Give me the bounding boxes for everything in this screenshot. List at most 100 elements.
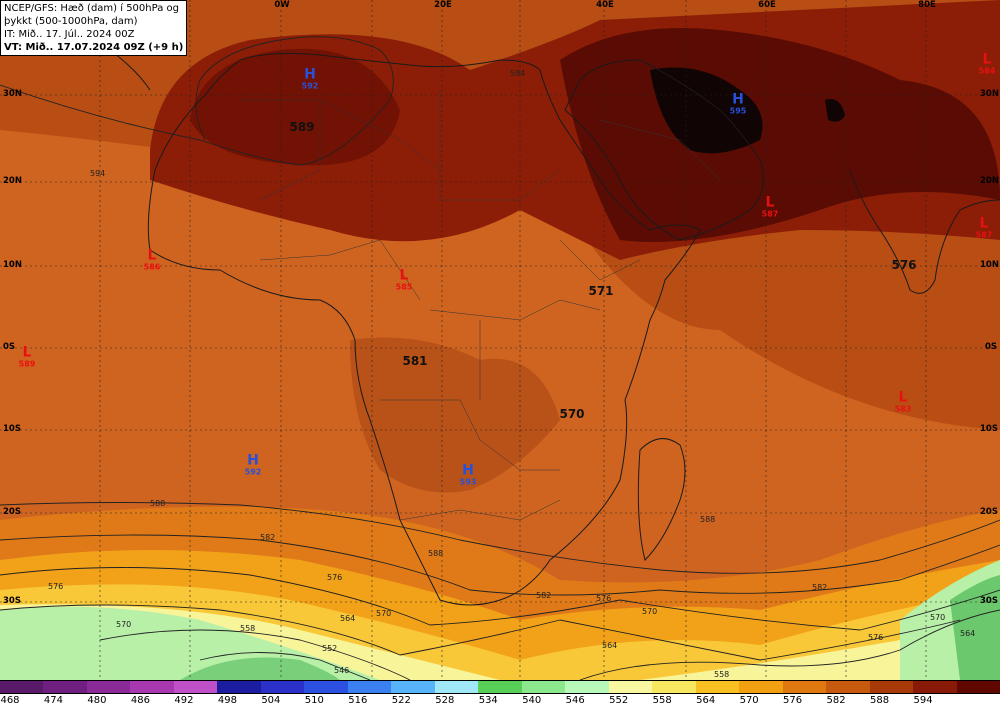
- high-pressure-marker: H 592: [302, 68, 319, 91]
- legend-tick-label: 474: [43, 695, 64, 706]
- lat-label: 20S: [980, 507, 998, 517]
- legend-swatch: [434, 681, 479, 693]
- low-letter: L: [399, 267, 409, 284]
- legend-swatch: [565, 681, 610, 693]
- high-value: 593: [459, 477, 477, 487]
- legend-swatch: [869, 681, 914, 693]
- high-pressure-marker: H 592: [245, 454, 262, 477]
- contour-label: 588: [428, 549, 443, 558]
- legend-swatch: [217, 681, 262, 693]
- legend-tick-label: 480: [87, 695, 107, 706]
- legend-tick-label: 522: [391, 695, 411, 706]
- contour-label: 552: [322, 644, 337, 653]
- low-value: 583: [894, 404, 912, 414]
- legend-tick-label: 486: [130, 695, 150, 706]
- info-valid-time: VT: Mið.. 17.07.2024 09Z (+9 h): [4, 42, 184, 53]
- lat-label: 20N: [980, 176, 999, 186]
- lat-label: 10S: [980, 424, 998, 434]
- high-pressure-marker: H 593: [460, 464, 477, 487]
- contour-label: 594: [90, 169, 105, 178]
- field-588: [190, 48, 400, 166]
- lat-label: 30S: [980, 596, 998, 606]
- legend-swatch: [260, 681, 305, 693]
- legend-tick-label: 504: [261, 695, 281, 706]
- contour-label: 588: [150, 499, 165, 508]
- low-value: 585: [395, 282, 413, 292]
- info-init-time: IT: Mið.. 17. Júl.. 2024 00Z: [4, 29, 135, 40]
- legend-tick-label: 594: [913, 695, 933, 706]
- low-value: 584: [978, 66, 996, 76]
- lon-label: 80E: [918, 0, 936, 10]
- map-panel: 594 594 588 588 588 582 582 582 576 576 …: [0, 0, 1000, 680]
- low-letter: L: [898, 389, 908, 406]
- legend-tick-label: 558: [652, 695, 672, 706]
- lon-label: 40E: [596, 0, 614, 10]
- legend-swatch: [695, 681, 740, 693]
- legend-tick-label: 534: [478, 695, 498, 706]
- contour-label: 576: [596, 594, 611, 603]
- low-pressure-marker: L 589: [19, 346, 36, 369]
- lat-label: 10S: [3, 424, 21, 434]
- field-594-b: [825, 99, 845, 122]
- contour-label: 570: [116, 620, 131, 629]
- contour-label: 588: [700, 515, 715, 524]
- low-letter: L: [765, 194, 775, 211]
- low-pressure-marker: L 587: [976, 217, 993, 240]
- legend-swatch: [521, 681, 566, 693]
- legend-tick-label: 588: [870, 695, 890, 706]
- field-594: [650, 67, 763, 154]
- legend-swatch: [0, 681, 44, 693]
- low-value: 586: [143, 262, 161, 272]
- coastlines: [0, 22, 1000, 606]
- high-value: 592: [244, 467, 262, 477]
- weather-map: 594 594 588 588 588 582 582 582 576 576 …: [0, 0, 1000, 680]
- lat-label: 0S: [985, 342, 998, 352]
- legend-tick-label: 546: [565, 695, 585, 706]
- low-value: 589: [18, 359, 36, 369]
- legend-swatch: [956, 681, 1000, 693]
- lat-label: 30S: [3, 596, 21, 606]
- legend-swatch: [913, 681, 957, 693]
- legend-tick-label: 576: [783, 695, 803, 706]
- high-letter: H: [462, 462, 474, 479]
- contour-label: 576: [868, 633, 883, 642]
- legend-swatch: [826, 681, 871, 693]
- low-value: 587: [761, 209, 779, 219]
- contour-label: 546: [334, 666, 349, 675]
- high-letter: H: [247, 452, 259, 469]
- contour-label: 582: [536, 591, 551, 600]
- thickness-label: 570: [559, 407, 585, 421]
- legend-bar: [0, 680, 1000, 694]
- low-letter: L: [147, 247, 157, 264]
- contour-label: 576: [327, 573, 342, 582]
- height-contours: [0, 36, 1000, 680]
- legend-tick-label: 552: [609, 695, 629, 706]
- lon-label: 20E: [434, 0, 452, 10]
- legend-tick-label: 582: [826, 695, 846, 706]
- field-528-band: [180, 657, 340, 680]
- contour-label: 564: [602, 641, 617, 650]
- low-letter: L: [979, 215, 989, 232]
- contour-label: 564: [960, 629, 975, 638]
- high-value: 595: [729, 106, 747, 116]
- legend-tick-label: 516: [348, 695, 368, 706]
- contour-label: 558: [714, 670, 729, 679]
- info-subtitle: þykkt (500-1000hPa, dam): [4, 16, 138, 27]
- contour-label: 576: [48, 582, 63, 591]
- legend-swatch: [43, 681, 88, 693]
- legend-tick-label: 468: [0, 695, 20, 706]
- legend-tick-label: 564: [696, 695, 716, 706]
- low-value: 587: [975, 230, 993, 240]
- thickness-label: 571: [588, 284, 614, 298]
- low-pressure-marker: L 585: [396, 269, 413, 292]
- legend-tick-label: 510: [304, 695, 324, 706]
- lat-label: 20N: [3, 176, 22, 186]
- contour-label: 594: [510, 69, 525, 78]
- high-letter: H: [304, 66, 316, 83]
- graticule: [0, 0, 1000, 680]
- lat-label: 30N: [3, 89, 22, 99]
- lat-label: 30N: [980, 89, 999, 99]
- low-pressure-marker: L 583: [895, 391, 912, 414]
- legend-swatch: [347, 681, 392, 693]
- field-576-south: [350, 337, 560, 493]
